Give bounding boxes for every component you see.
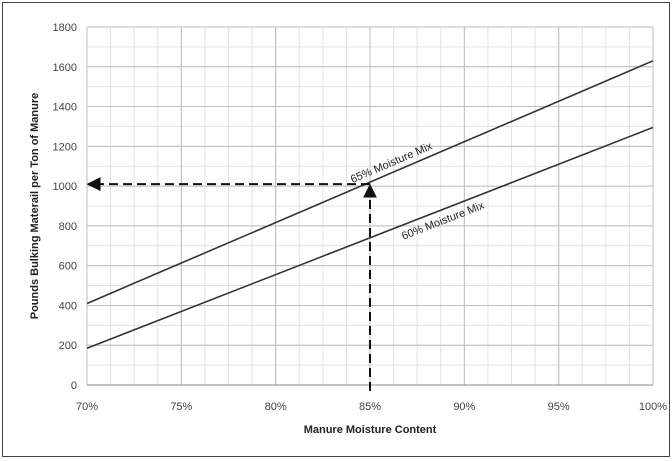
x-axis-title: Manure Moisture Content: [304, 424, 437, 436]
x-tick-label: 70%: [76, 401, 98, 413]
y-tick-label: 1400: [53, 102, 77, 114]
y-tick-label: 1200: [53, 141, 77, 153]
series-line-1: [86, 60, 654, 305]
y-tick-label: 800: [59, 221, 77, 233]
x-tick-label: 90%: [453, 401, 475, 413]
y-tick-label: 600: [59, 261, 77, 273]
x-tick-label: 85%: [359, 401, 381, 413]
x-tick-label: 75%: [170, 401, 192, 413]
y-tick-label: 1800: [53, 22, 77, 34]
y-tick-label: 1000: [53, 181, 77, 193]
series-line-2: [86, 126, 654, 349]
line-chart: 70% 75% 80% 85% 90% 95% 100% 0 200 400 600 800 1000 1…: [29, 22, 667, 436]
y-tick-label: 1600: [53, 62, 77, 74]
x-tick-label: 80%: [265, 401, 287, 413]
series-label-1: 65% Moisture Mix: [349, 140, 435, 186]
x-tick-label: 100%: [639, 401, 667, 413]
y-axis-title: Pounds Bulking Materail per Ton of Manur…: [29, 93, 41, 320]
y-tick-label: 200: [59, 340, 77, 352]
y-tick-label: 0: [71, 380, 77, 392]
x-tick-label: 95%: [548, 401, 570, 413]
y-tick-label: 400: [59, 300, 77, 312]
